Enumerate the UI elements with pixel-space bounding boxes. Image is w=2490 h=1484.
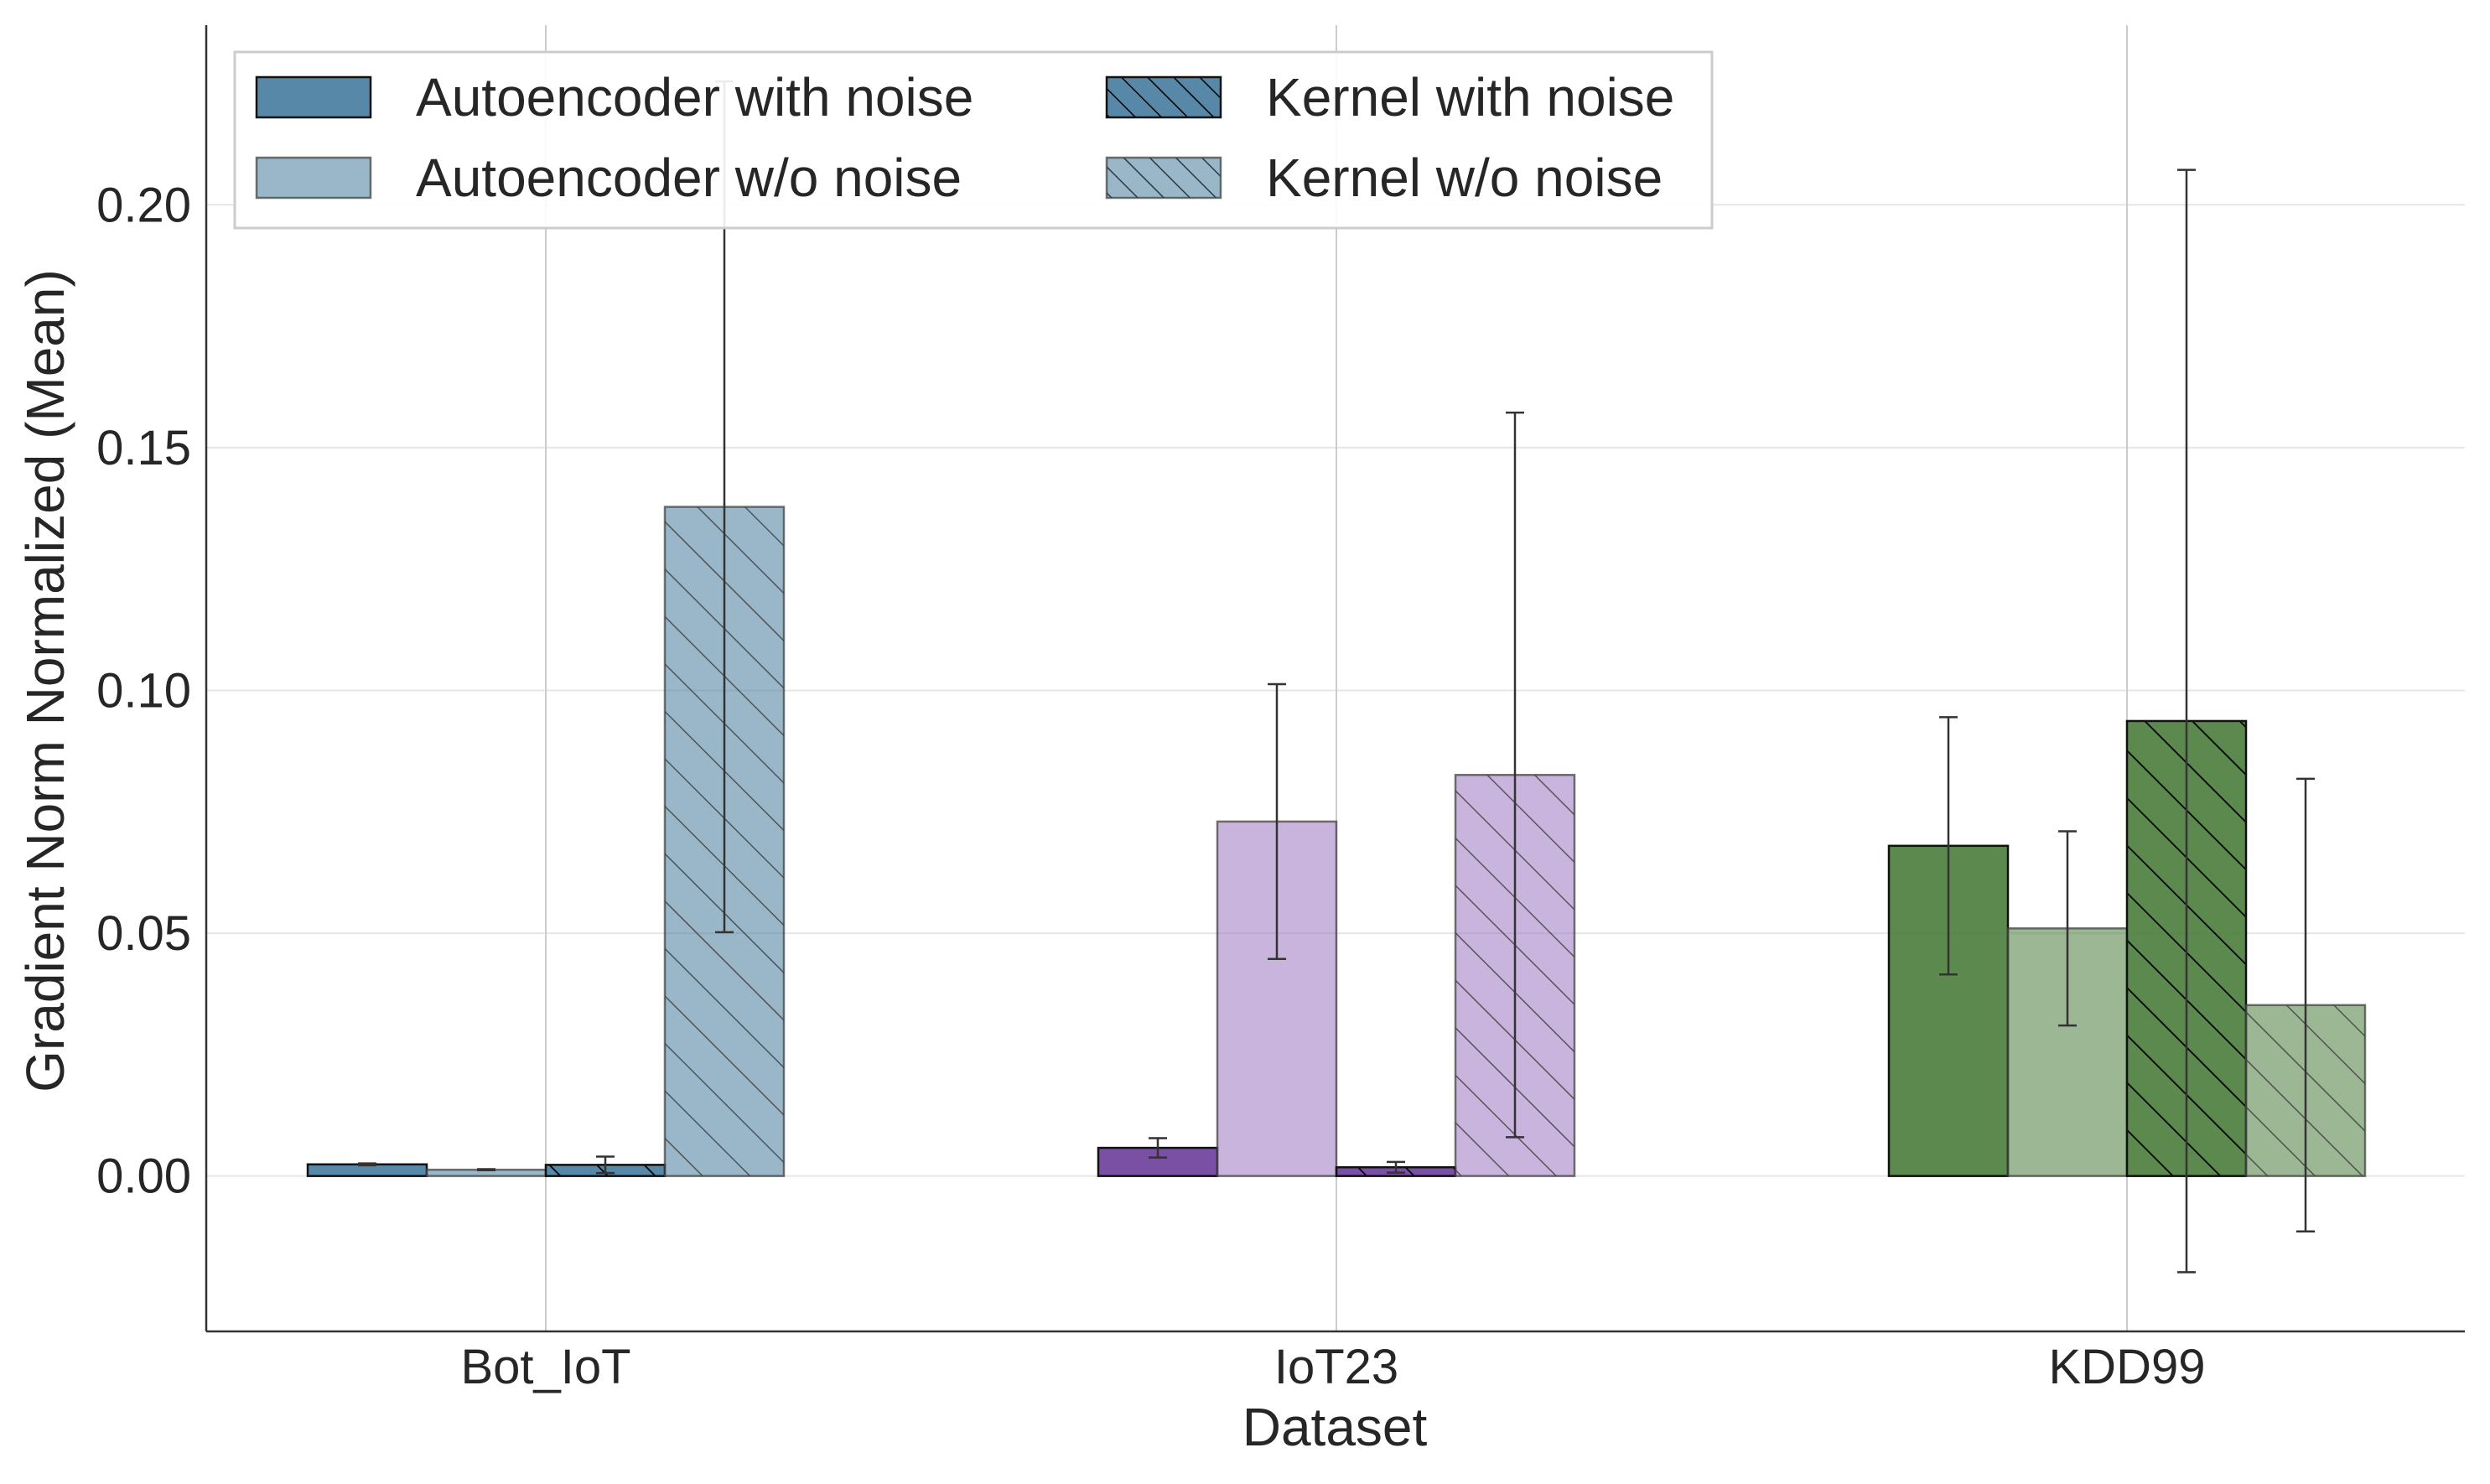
legend-frame — [233, 50, 1714, 230]
legend-label-autoencoder-with-noise: Autoencoder with noise — [416, 67, 973, 127]
x-tick-label-iot23: IoT23 — [1274, 1340, 1398, 1394]
legend-swatch-autoencoder-with-noise — [257, 77, 371, 117]
legend-label-kernel-with-noise: Kernel with noise — [1266, 67, 1674, 127]
legend-swatch-autoencoder-w-o-noise — [257, 158, 371, 198]
y-tick-label: 0.10 — [96, 663, 191, 718]
y-tick-label: 0.15 — [96, 421, 191, 475]
legend-label-autoencoder-w-o-noise: Autoencoder w/o noise — [416, 148, 962, 208]
legend: Autoencoder with noise Autoencoder w/o no… — [233, 50, 1714, 230]
legend-swatch-kernel-with-noise-hatch — [1107, 77, 1221, 117]
y-tick-label: 0.20 — [96, 178, 191, 232]
legend-swatch-autoencoder-with-noise-outline — [255, 75, 372, 119]
legend-swatch-kernel-w-o-noise-hatch — [1107, 158, 1221, 198]
y-tick-label: 0.00 — [96, 1149, 191, 1204]
y-tick-label: 0.05 — [96, 906, 191, 961]
bar-bot-iot-autoencoder-with-noise — [308, 1164, 427, 1176]
y-axis-title: Gradient Norm Normalized (Mean) — [15, 269, 75, 1092]
error-bars — [358, 80, 2315, 1274]
bar-bot-iot-autoencoder-w-o-noise — [427, 1170, 546, 1176]
axes — [205, 25, 2465, 1333]
x-tick-label-bot-iot: Bot_IoT — [460, 1340, 630, 1394]
legend-swatch-autoencoder-w-o-noise-outline — [255, 156, 372, 200]
x-tick-labels: Bot_IoT IoT23 KDD99 — [460, 1340, 2205, 1394]
x-tick-label-kdd99: KDD99 — [2049, 1340, 2206, 1394]
legend-swatch-kernel-w-o-noise-outline — [1105, 156, 1222, 200]
legend-label-kernel-w-o-noise: Kernel w/o noise — [1266, 148, 1663, 208]
legend-swatch-kernel-with-noise-outline — [1105, 75, 1222, 119]
x-axis-title: Dataset — [1242, 1397, 1428, 1457]
y-tick-labels: 0.00 0.05 0.10 0.15 0.20 — [96, 178, 191, 1203]
